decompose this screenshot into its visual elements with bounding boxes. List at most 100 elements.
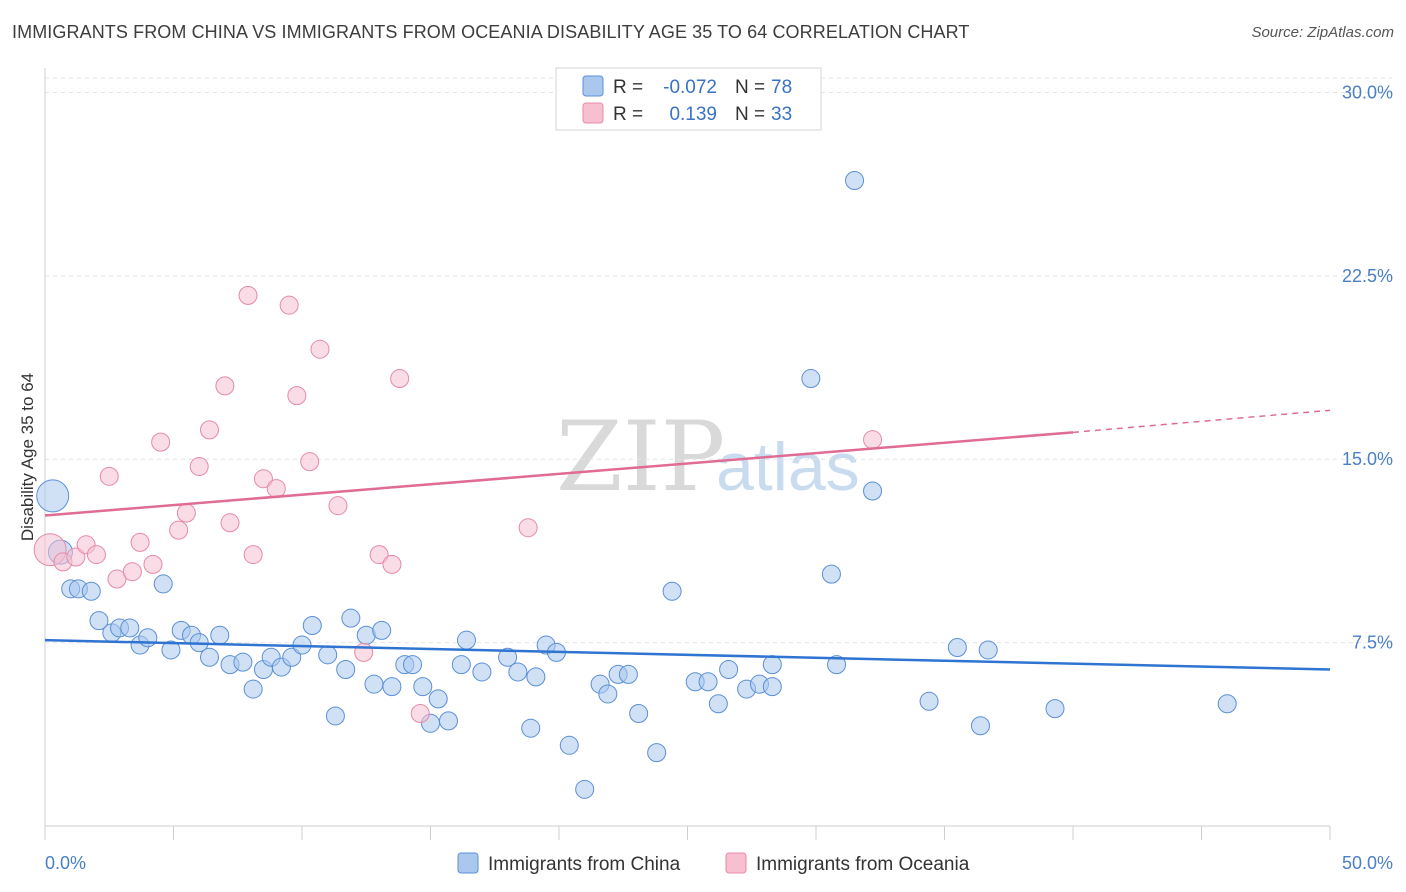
x-tick-label-min: 0.0%: [45, 853, 86, 873]
trend-line-oceania: [44, 431, 1074, 517]
bottom-legend-china: Immigrants from China: [488, 854, 681, 875]
china-point: [372, 620, 392, 640]
y-tick-label: 7.5%: [1352, 633, 1393, 653]
china-point: [575, 779, 595, 799]
oceania-point: [300, 452, 320, 472]
correlation-legend: R = -0.072 N = 78 R = 0.139 N = 33: [555, 67, 822, 131]
china-point: [629, 704, 649, 724]
china-point: [36, 479, 70, 513]
china-point: [161, 640, 181, 660]
bottom-legend-swatch-china: [457, 852, 479, 874]
oceania-point: [169, 520, 189, 540]
china-point: [598, 684, 618, 704]
china-point: [919, 691, 939, 711]
oceania-point: [86, 545, 106, 565]
oceania-point: [863, 430, 883, 450]
oceania-point: [189, 457, 209, 477]
trend-lines: [44, 409, 1331, 671]
oceania-point: [382, 554, 402, 574]
legend-china-n-value: 78: [771, 77, 792, 98]
oceania-point: [66, 547, 86, 567]
china-point: [456, 630, 476, 650]
china-point: [428, 689, 448, 709]
oceania-point: [215, 376, 235, 396]
china-point: [762, 655, 782, 675]
oceania-point: [328, 496, 348, 516]
china-point: [947, 638, 967, 658]
source-label: Source: ZipAtlas.com: [1251, 24, 1394, 41]
oceania-point: [369, 545, 389, 565]
oceania-point: [390, 369, 410, 389]
oceania-point: [220, 513, 240, 533]
oceania-point: [107, 569, 127, 589]
y-tick-label: 30.0%: [1342, 82, 1393, 102]
china-point: [1045, 699, 1065, 719]
y-axis-label: Disability Age 35 to 64: [18, 373, 37, 541]
y-tick-label: 22.5%: [1342, 266, 1393, 286]
oceania-point: [279, 295, 299, 315]
china-point: [1217, 694, 1237, 714]
china-point: [233, 652, 253, 672]
china-point: [81, 581, 101, 601]
legend-oceania-n-value: 33: [771, 104, 792, 125]
china-point: [978, 640, 998, 660]
china-point: [719, 660, 739, 680]
y-tick-label: 15.0%: [1342, 449, 1393, 469]
china-point: [559, 735, 579, 755]
oceania-point: [176, 503, 196, 523]
oceania-point: [310, 339, 330, 359]
x-tick-label-max: 50.0%: [1342, 853, 1393, 873]
oceania-point: [410, 704, 430, 724]
oceania-point: [287, 386, 307, 406]
legend-swatch-china: [582, 75, 604, 97]
legend-china-r-label: R =: [613, 77, 643, 98]
oceania-point: [199, 420, 219, 440]
china-point: [403, 655, 423, 675]
oceania-point: [143, 554, 163, 574]
china-point: [199, 647, 219, 667]
china-point: [508, 662, 528, 682]
x-ticks: [44, 826, 1331, 840]
oceania-point: [130, 532, 150, 552]
china-point: [318, 645, 338, 665]
china-point: [336, 660, 356, 680]
china-point: [526, 667, 546, 687]
oceania-point: [99, 466, 119, 486]
china-point: [845, 170, 865, 190]
china-point: [210, 625, 230, 645]
china-point: [698, 672, 718, 692]
china-point: [413, 677, 433, 697]
legend-china-n-label: N =: [735, 77, 765, 98]
legend-oceania-n-label: N =: [735, 104, 765, 125]
china-point: [821, 564, 841, 584]
china-point: [341, 608, 361, 628]
china-point: [438, 711, 458, 731]
china-point: [863, 481, 883, 501]
china-point: [153, 574, 173, 594]
china-point: [472, 662, 492, 682]
china-point: [120, 618, 140, 638]
y-tick-labels: 7.5% 15.0% 22.5% 30.0%: [1342, 82, 1393, 652]
watermark-atlas: atlas: [716, 429, 860, 505]
legend-china-r-value: -0.072: [663, 77, 717, 98]
trend-line-china: [44, 638, 1331, 671]
china-point: [647, 743, 667, 763]
china-point: [662, 581, 682, 601]
china-point: [521, 718, 541, 738]
bottom-legend-oceania: Immigrants from Oceania: [756, 854, 970, 875]
legend-oceania-r-label: R =: [613, 104, 643, 125]
trend-line-oceania-extension: [1072, 409, 1331, 434]
china-point: [708, 694, 728, 714]
oceania-point: [238, 285, 258, 305]
chart-title: IMMIGRANTS FROM CHINA VS IMMIGRANTS FROM…: [12, 22, 970, 42]
watermark-zip: ZIP: [556, 401, 725, 513]
series-oceania-points: [33, 285, 883, 724]
china-point: [89, 611, 109, 631]
china-point: [382, 677, 402, 697]
china-point: [364, 674, 384, 694]
china-point: [451, 655, 471, 675]
china-point: [618, 664, 638, 684]
oceania-point: [243, 545, 263, 565]
china-point: [282, 647, 302, 667]
